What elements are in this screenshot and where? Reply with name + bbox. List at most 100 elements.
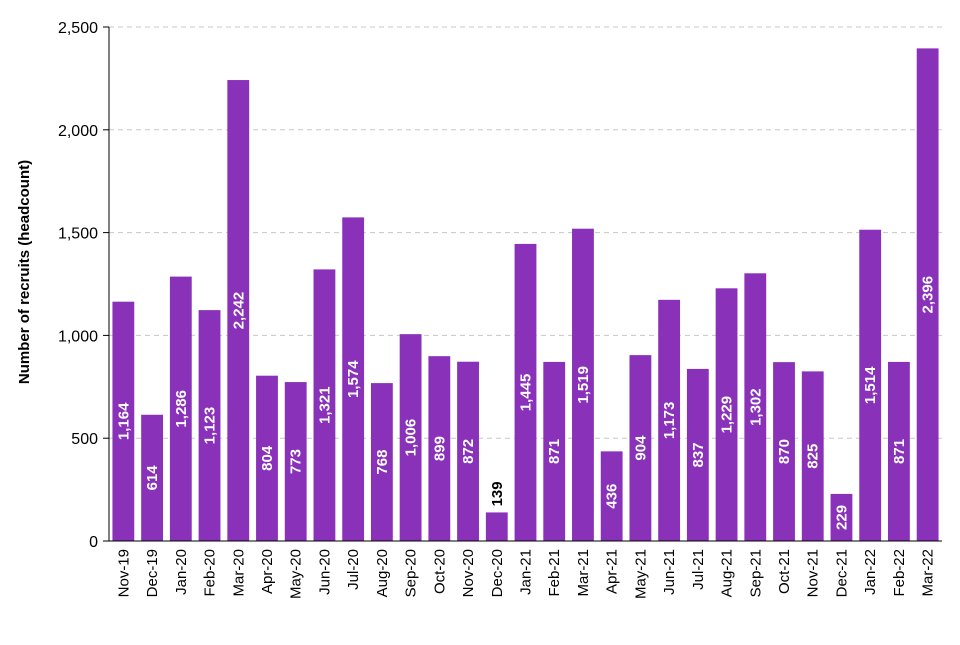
- y-tick-label: 1,500: [58, 226, 98, 243]
- y-tick-label: 1,000: [58, 328, 98, 345]
- x-tick-label: Jun-21: [661, 549, 678, 595]
- x-tick-label: Jan-20: [173, 549, 190, 595]
- bar: [169, 276, 192, 541]
- bar: [198, 310, 221, 541]
- bar: [887, 361, 910, 541]
- x-tick-label: Mar-21: [575, 549, 592, 597]
- bar: [572, 228, 594, 541]
- y-tick-labels: 0 500 1,000 1,500 2,000 2,500: [58, 20, 98, 551]
- data-label: 139: [489, 481, 506, 506]
- x-tick-label: Aug-21: [719, 549, 736, 597]
- bar: [859, 229, 882, 541]
- bar: [313, 269, 336, 541]
- x-tick-label: Dec-20: [489, 549, 506, 597]
- bar: [600, 451, 623, 541]
- x-tick-label: Jul-21: [690, 549, 707, 590]
- bar: [370, 383, 393, 541]
- bar: [744, 273, 767, 541]
- bar: [658, 299, 681, 541]
- y-axis-title: Number of recruits (headcount): [16, 160, 33, 384]
- bar: [457, 361, 479, 541]
- data-label: 229: [833, 505, 850, 530]
- bar: [112, 301, 135, 541]
- data-label: 899: [431, 436, 448, 461]
- bar: [342, 217, 365, 541]
- y-tick-label: 2,500: [58, 20, 98, 37]
- bar: [284, 382, 307, 541]
- data-label: 825: [805, 444, 822, 469]
- data-label: 804: [259, 445, 276, 471]
- data-label: 1,514: [862, 366, 879, 404]
- x-tick-label: May-20: [288, 549, 305, 599]
- x-tick-label: May-21: [632, 549, 649, 599]
- y-tick-label: 500: [71, 431, 98, 448]
- data-label: 1,164: [115, 402, 132, 440]
- data-label: 773: [288, 449, 305, 474]
- x-tick-label: Mar-20: [230, 549, 247, 597]
- x-tick-label: Mar-22: [920, 549, 937, 597]
- data-label: 1,173: [661, 402, 678, 440]
- bars: [112, 48, 939, 542]
- data-label: 871: [891, 439, 908, 464]
- bar: [399, 334, 422, 541]
- bar: [485, 512, 508, 541]
- bar: [543, 361, 566, 541]
- axes: [103, 26, 942, 542]
- data-label: 904: [632, 435, 649, 461]
- x-tick-label: Jan-21: [518, 549, 535, 595]
- bar: [141, 414, 164, 541]
- data-label: 872: [460, 439, 477, 464]
- x-tick-label: Apr-20: [259, 549, 276, 594]
- x-tick-label: Nov-19: [115, 549, 132, 597]
- data-label: 1,123: [202, 407, 219, 445]
- x-tick-label: Jul-20: [345, 549, 362, 590]
- data-label: 2,396: [920, 276, 937, 314]
- data-label: 871: [546, 439, 563, 464]
- x-tick-label: Jan-22: [862, 549, 879, 595]
- data-labels: 1,164 614 1,286 1,123 2,242 804 773 1,321 1,574 7…: [115, 276, 936, 530]
- data-label: 2,242: [230, 292, 247, 330]
- bar: [256, 375, 278, 541]
- x-tick-label: Jun-20: [316, 549, 333, 595]
- bar: [428, 356, 451, 541]
- data-label: 1,229: [719, 396, 736, 434]
- bar: [686, 368, 709, 541]
- bar: [227, 80, 250, 541]
- data-label: 768: [374, 450, 391, 475]
- x-tick-label: Feb-21: [546, 549, 563, 597]
- x-tick-label: Aug-20: [374, 549, 391, 597]
- bar: [629, 355, 652, 541]
- data-label: 837: [690, 442, 707, 467]
- data-label: 1,321: [316, 386, 333, 424]
- x-tick-label: Dec-19: [144, 549, 161, 597]
- y-tick-label: 2,000: [58, 123, 98, 140]
- data-label: 1,006: [403, 419, 420, 457]
- x-tick-label: Sep-21: [747, 549, 764, 597]
- data-label: 614: [144, 465, 161, 491]
- bar: [715, 288, 738, 541]
- bar: [830, 493, 853, 541]
- data-label: 1,519: [575, 366, 592, 404]
- data-label: 1,574: [345, 360, 362, 398]
- x-tick-label: Apr-21: [604, 549, 621, 594]
- x-tick-label: Feb-20: [202, 549, 219, 597]
- y-tick-label: 0: [89, 534, 98, 551]
- bar: [514, 243, 537, 541]
- x-tick-label: Sep-20: [403, 549, 420, 597]
- x-tick-labels: Nov-19 Dec-19 Jan-20 Feb-20 Mar-20 Apr-20 May-…: [115, 549, 936, 599]
- data-label: 870: [776, 439, 793, 464]
- x-tick-label: Nov-21: [805, 549, 822, 597]
- x-tick-label: Dec-21: [833, 549, 850, 597]
- data-label: 1,445: [518, 374, 535, 412]
- bar: [773, 362, 795, 541]
- data-label: 1,302: [747, 388, 764, 426]
- bar: [916, 48, 939, 542]
- x-tick-label: Oct-20: [431, 549, 448, 594]
- x-tick-label: Oct-21: [776, 549, 793, 594]
- x-tick-label: Nov-20: [460, 549, 477, 597]
- bar: [801, 371, 824, 541]
- data-label: 436: [604, 484, 621, 509]
- data-label: 1,286: [173, 390, 190, 428]
